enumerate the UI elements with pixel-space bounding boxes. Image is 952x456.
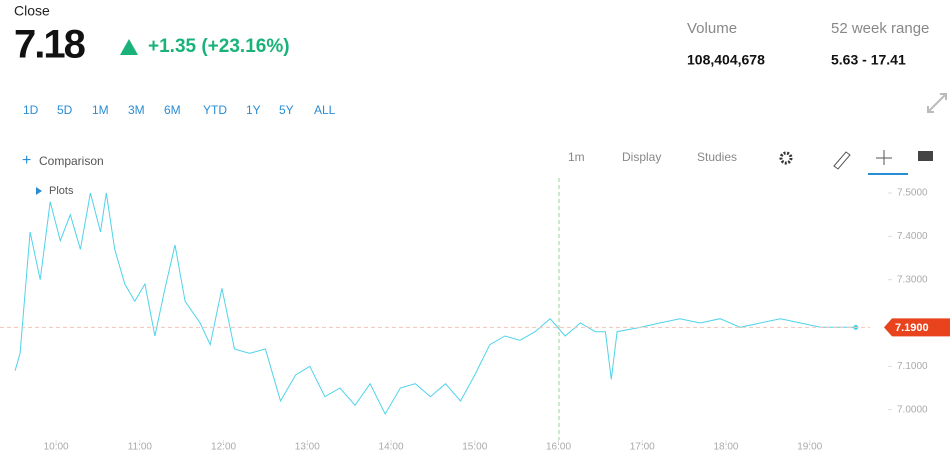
draw-icon[interactable] bbox=[833, 151, 851, 170]
plus-icon: + bbox=[22, 152, 31, 169]
crosshair-icon[interactable] bbox=[876, 150, 892, 165]
up-arrow bbox=[120, 39, 138, 55]
y-tick-label: 7.4000 bbox=[897, 231, 928, 242]
display-button[interactable]: Display bbox=[622, 150, 661, 164]
y-tick-label: 7.3000 bbox=[897, 274, 928, 285]
range-button[interactable]: 6M bbox=[164, 103, 181, 117]
y-tick-label: 7.5000 bbox=[897, 188, 928, 199]
x-tick-label: 17:00 bbox=[630, 442, 655, 453]
price: 7.18 bbox=[14, 23, 86, 67]
x-tick-label: 18:00 bbox=[713, 442, 738, 453]
range-button[interactable]: 3M bbox=[128, 103, 145, 117]
x-tick-label: 13:00 bbox=[295, 442, 320, 453]
studies-button[interactable]: Studies bbox=[697, 150, 737, 164]
plots-button[interactable]: Plots bbox=[49, 185, 74, 197]
plots-arrow bbox=[36, 187, 42, 195]
x-tick-label: 19:00 bbox=[797, 442, 822, 453]
change: +1.35 (+23.16%) bbox=[148, 36, 290, 57]
range-button[interactable]: ALL bbox=[314, 103, 336, 117]
comment-icon[interactable] bbox=[918, 151, 933, 161]
range-button[interactable]: 1Y bbox=[246, 103, 261, 117]
expand-icon[interactable] bbox=[927, 93, 947, 113]
stat-label: 52 week range bbox=[831, 20, 929, 37]
x-tick-label: 16:00 bbox=[546, 442, 571, 453]
stat-value: 108,404,678 bbox=[687, 52, 765, 68]
last-price-label: 7.1900 bbox=[895, 322, 929, 334]
x-tick-label: 12:00 bbox=[211, 442, 236, 453]
range-button[interactable]: 5Y bbox=[279, 103, 294, 117]
y-tick-label: 7.1000 bbox=[897, 361, 928, 372]
settings-icon[interactable] bbox=[779, 151, 793, 165]
range-button[interactable]: 5D bbox=[57, 103, 73, 117]
last-price-tag bbox=[884, 318, 950, 337]
price-line bbox=[14, 192, 856, 416]
x-tick-label: 15:00 bbox=[462, 442, 487, 453]
close-label: Close bbox=[14, 3, 50, 19]
y-tick-label: 7.0000 bbox=[897, 404, 928, 415]
stat-value: 5.63 - 17.41 bbox=[831, 52, 906, 68]
interval-button[interactable]: 1m bbox=[568, 150, 585, 164]
x-tick-label: 10:00 bbox=[44, 442, 69, 453]
stat-label: Volume bbox=[687, 20, 737, 37]
x-tick-label: 11:00 bbox=[128, 442, 153, 453]
x-tick-label: 14:00 bbox=[379, 442, 404, 453]
range-button[interactable]: YTD bbox=[203, 103, 227, 117]
range-button[interactable]: 1M bbox=[92, 103, 109, 117]
comparison-button[interactable]: Comparison bbox=[39, 154, 104, 168]
range-button[interactable]: 1D bbox=[23, 103, 39, 117]
